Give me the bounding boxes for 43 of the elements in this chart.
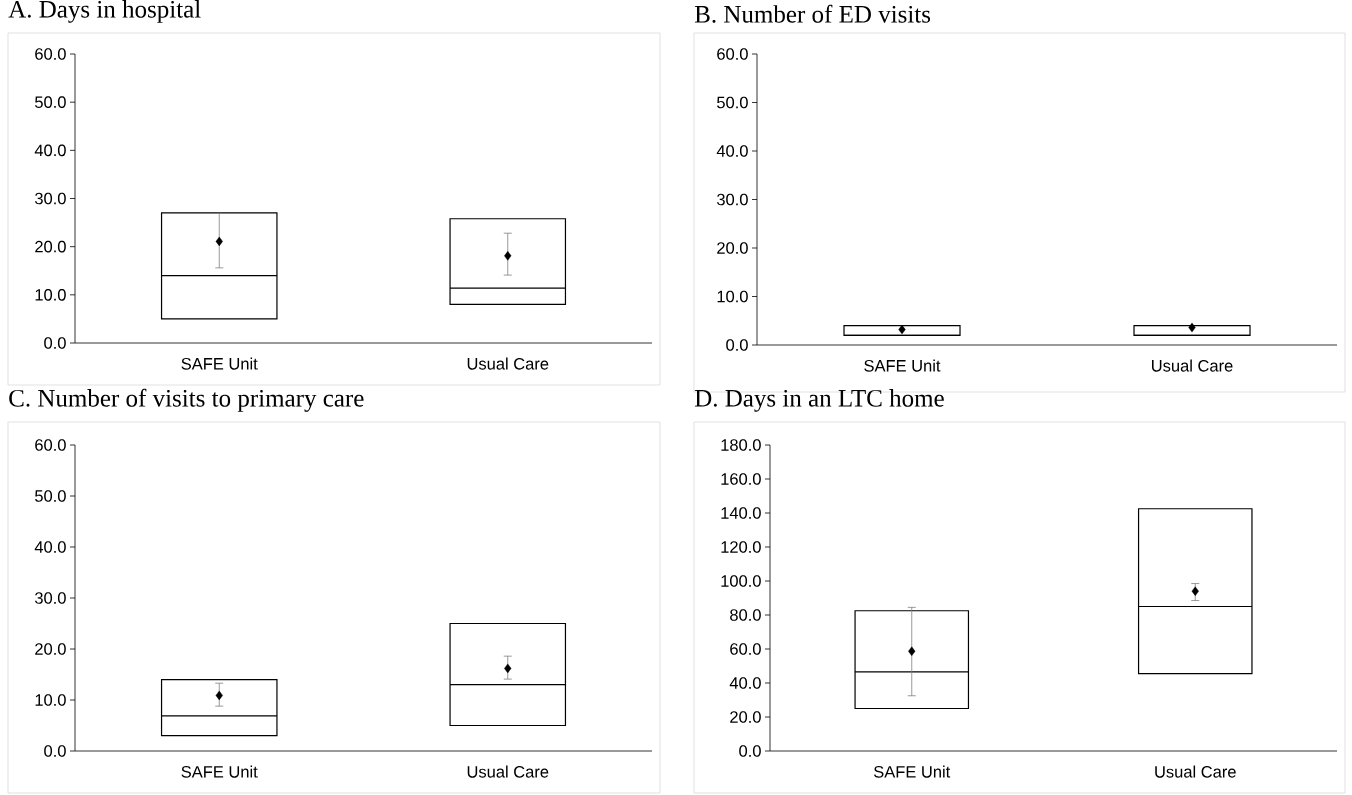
y-tick-label: 60.0 bbox=[730, 643, 761, 655]
y-tick-label: 80.0 bbox=[730, 609, 761, 621]
x-tick-label: Usual Care bbox=[1155, 765, 1236, 778]
y-tick-label: 60.0 bbox=[35, 48, 66, 60]
y-tick-label: 30.0 bbox=[717, 193, 748, 206]
y-tick-label: 20.0 bbox=[730, 711, 761, 723]
y-tick-label: 40.0 bbox=[716, 145, 748, 157]
x-tick-label: SAFE Unit bbox=[864, 359, 941, 372]
y-tick-label: 160.0 bbox=[721, 473, 761, 485]
y-tick-label: 40.0 bbox=[34, 144, 66, 157]
x-tick-label: SAFE Unit bbox=[181, 765, 258, 778]
chart-title: A. Days in hospital bbox=[8, 0, 201, 23]
x-tick-label: Usual Care bbox=[467, 765, 549, 778]
y-tick-label: 50.0 bbox=[35, 490, 66, 502]
x-tick-label: Usual Care bbox=[467, 357, 549, 370]
x-tick-label: SAFE Unit bbox=[874, 765, 951, 778]
y-tick-label: 100.0 bbox=[721, 575, 761, 587]
chart-title: D. Days in an LTC home bbox=[694, 389, 944, 412]
y-tick-label: 30.0 bbox=[34, 192, 66, 205]
chart-title: C. Number of visits to primary care bbox=[9, 388, 364, 412]
y-tick-label: 140.0 bbox=[721, 507, 761, 519]
x-tick-label: Usual Care bbox=[1152, 359, 1233, 372]
y-tick-label: 10.0 bbox=[35, 694, 66, 706]
y-tick-label: 50.0 bbox=[35, 96, 66, 109]
y-tick-label: 30.0 bbox=[34, 592, 66, 604]
y-tick-label: 0.0 bbox=[739, 745, 761, 757]
y-tick-label: 20.0 bbox=[35, 643, 66, 655]
y-tick-label: 120.0 bbox=[721, 541, 761, 553]
chart-title: B. Number of ED visits bbox=[694, 4, 931, 23]
y-tick-label: 40.0 bbox=[729, 677, 761, 689]
y-tick-label: 0.0 bbox=[44, 745, 66, 757]
y-tick-label: 50.0 bbox=[717, 96, 748, 109]
x-tick-label: SAFE Unit bbox=[181, 357, 258, 370]
y-tick-label: 10.0 bbox=[35, 289, 66, 301]
y-tick-label: 20.0 bbox=[35, 240, 66, 253]
y-tick-label: 40.0 bbox=[34, 541, 66, 553]
y-tick-label: 0.0 bbox=[44, 337, 66, 349]
y-tick-label: 60.0 bbox=[717, 48, 748, 60]
y-tick-label: 0.0 bbox=[726, 339, 748, 351]
y-tick-label: 60.0 bbox=[35, 439, 66, 451]
y-tick-label: 180.0 bbox=[721, 439, 761, 451]
y-tick-label: 20.0 bbox=[717, 242, 748, 254]
y-tick-label: 10.0 bbox=[717, 290, 748, 303]
